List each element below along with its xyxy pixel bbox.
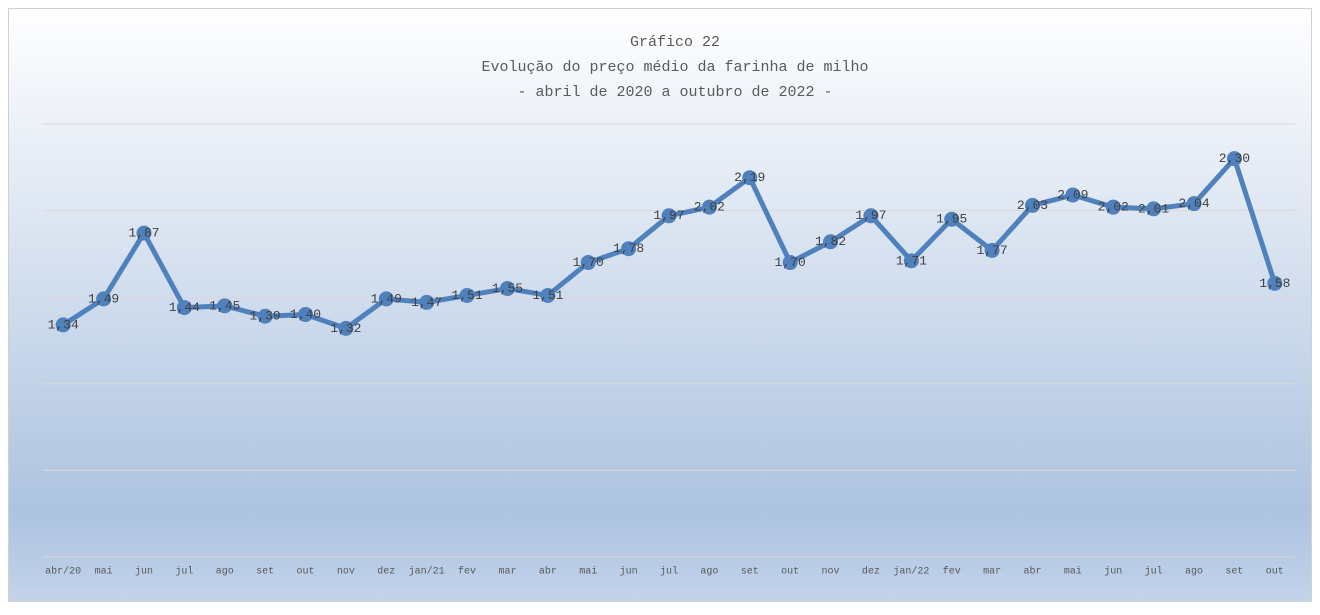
x-tick-label: jul	[1145, 566, 1163, 578]
x-tick-label: jan/21	[409, 566, 445, 578]
data-label: 1,55	[492, 281, 523, 296]
x-tick-label: set	[1225, 567, 1243, 578]
data-label: 1,49	[371, 291, 402, 306]
data-point	[984, 242, 1000, 258]
x-tick-label: mai	[95, 566, 113, 578]
data-label: 2,04	[1178, 196, 1209, 211]
x-tick-label: jun	[135, 566, 153, 578]
data-label: 2,09	[1057, 187, 1088, 202]
x-tick-label: nov	[822, 567, 840, 578]
x-tick-label: out	[297, 567, 315, 578]
data-point	[55, 317, 71, 333]
data-point	[944, 211, 960, 227]
data-point	[863, 208, 879, 224]
data-label: 1,70	[573, 255, 604, 270]
data-point	[580, 255, 596, 271]
data-label: 2,19	[734, 170, 765, 185]
data-point	[903, 253, 919, 269]
data-label: 1,39	[250, 309, 281, 324]
x-tick-label: mar	[983, 567, 1001, 578]
data-label: 1,71	[896, 253, 927, 268]
data-point	[1146, 201, 1162, 217]
data-point	[338, 320, 354, 336]
x-tick-label: fev	[458, 566, 476, 578]
x-tick-label: mai	[579, 566, 597, 578]
data-point	[661, 208, 677, 224]
chart-subtitle: - abril de 2020 a outubro de 2022 -	[517, 84, 832, 101]
data-label: 1,87	[128, 226, 159, 241]
x-tick-label: jun	[1104, 566, 1122, 578]
x-tick-label: abr	[1023, 566, 1041, 578]
x-tick-label: jun	[620, 566, 638, 578]
data-label: 1,40	[290, 307, 321, 322]
data-label: 2,03	[1017, 198, 1048, 213]
x-tick-label: abr	[539, 566, 557, 578]
data-point	[742, 170, 758, 186]
data-point	[96, 291, 112, 307]
chart-title: Gráfico 22	[630, 34, 720, 51]
x-tick-label: abr/20	[45, 566, 81, 578]
data-label: 1,51	[451, 288, 482, 303]
data-label: 1,51	[532, 288, 563, 303]
x-tick-label: nov	[337, 567, 355, 578]
data-point	[823, 234, 839, 250]
x-tick-label: out	[781, 567, 799, 578]
x-tick-label: ago	[700, 567, 718, 578]
data-label: 1,95	[936, 212, 967, 227]
data-point	[1186, 196, 1202, 212]
data-point	[621, 241, 637, 257]
x-tick-label: set	[256, 567, 274, 578]
data-point	[540, 287, 556, 303]
x-tick-label: jul	[175, 566, 193, 578]
data-label: 1,34	[48, 317, 79, 332]
x-tick-label: mai	[1064, 566, 1082, 578]
data-label: 1,77	[976, 243, 1007, 258]
data-point	[419, 294, 435, 310]
data-point	[1226, 151, 1242, 167]
data-label: 2,02	[1098, 200, 1129, 215]
x-tick-label: dez	[377, 566, 395, 578]
data-point	[176, 300, 192, 316]
x-tick-label: jan/22	[893, 566, 929, 578]
data-point	[782, 255, 798, 271]
data-label: 1,44	[169, 300, 200, 315]
data-point	[1065, 187, 1081, 203]
data-label: 1,49	[88, 291, 119, 306]
x-tick-label: set	[741, 567, 759, 578]
x-tick-label: ago	[1185, 567, 1203, 578]
x-tick-label: mar	[498, 567, 516, 578]
data-label: 2,30	[1219, 151, 1250, 166]
data-label: 1,70	[775, 255, 806, 270]
data-point	[378, 291, 394, 307]
data-label: 1,97	[653, 208, 684, 223]
chart-subtitle: Evolução do preço médio da farinha de mi…	[481, 59, 868, 76]
x-tick-label: out	[1266, 567, 1284, 578]
x-tick-label: jul	[660, 566, 678, 578]
data-label: 1,47	[411, 295, 442, 310]
data-point	[1024, 197, 1040, 213]
x-tick-label: dez	[862, 566, 880, 578]
data-label: 1,45	[209, 298, 240, 313]
data-point	[499, 281, 515, 297]
data-point	[298, 307, 314, 323]
data-label: 1,58	[1259, 276, 1290, 291]
data-point	[459, 287, 475, 303]
data-label: 1,97	[855, 208, 886, 223]
data-point	[136, 225, 152, 241]
data-label: 1,78	[613, 241, 644, 256]
data-point	[701, 199, 717, 215]
data-point	[1267, 275, 1283, 291]
data-point	[1105, 199, 1121, 215]
data-point	[217, 298, 233, 314]
data-label: 2,02	[694, 200, 725, 215]
data-label: 1,82	[815, 234, 846, 249]
x-tick-label: fev	[943, 566, 961, 578]
x-tick-label: ago	[216, 567, 234, 578]
data-label: 2,01	[1138, 201, 1169, 216]
data-point	[257, 308, 273, 324]
data-label: 1,32	[330, 321, 361, 336]
